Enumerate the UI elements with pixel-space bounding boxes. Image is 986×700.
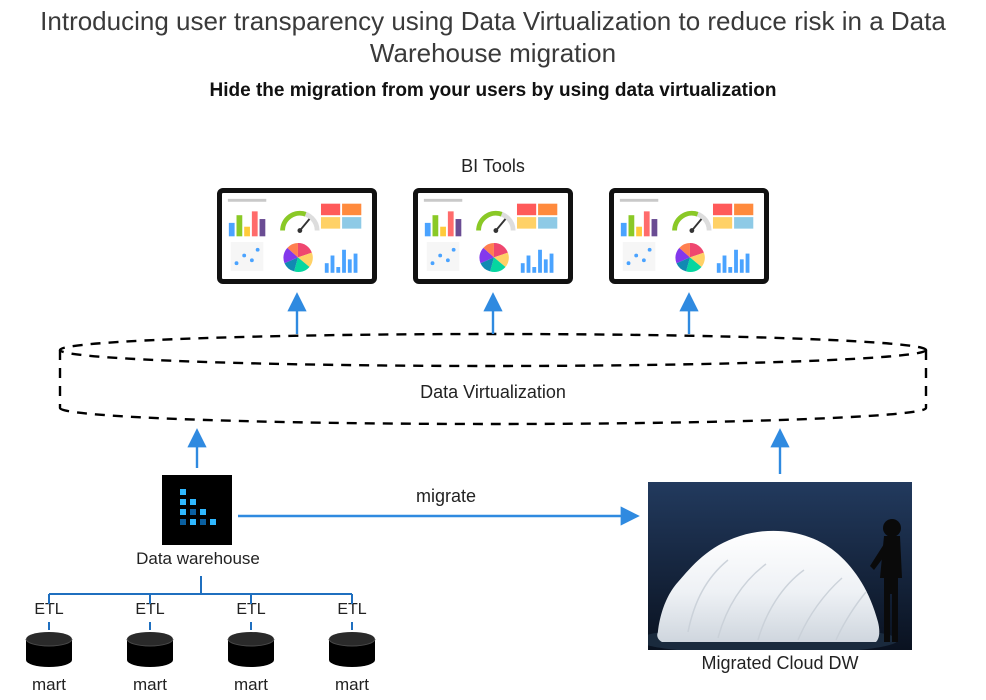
data-virtualization-label: Data Virtualization (393, 382, 593, 403)
etl-label: ETL (231, 601, 271, 619)
arrow-to-bi (297, 296, 689, 334)
datawarehouse-icon (162, 475, 232, 545)
migrated-cloud-dw-label: Migrated Cloud DW (648, 653, 912, 674)
mart-label: mart (22, 675, 76, 695)
data-warehouse-icon (162, 475, 232, 545)
dashboard-icon (617, 196, 761, 279)
mart-cylinder-icon (329, 632, 375, 667)
etl-label: ETL (29, 601, 69, 619)
diagram-canvas: Introducing user transparency using Data… (0, 0, 986, 700)
unveiling-icon (648, 482, 912, 650)
bi-tool-card (609, 188, 769, 284)
bi-tool-card (217, 188, 377, 284)
mart-label: mart (123, 675, 177, 695)
etl-label: ETL (130, 601, 170, 619)
data-warehouse-label: Data warehouse (118, 549, 278, 569)
page-subtitle: Hide the migration from your users by us… (0, 80, 986, 102)
mart-cylinders (26, 632, 375, 667)
etl-label: ETL (332, 601, 372, 619)
dashboard-icon (225, 196, 369, 279)
mart-cylinder-icon (228, 632, 274, 667)
migrated-cloud-dw-icon (648, 482, 912, 650)
mart-cylinder-icon (26, 632, 72, 667)
mart-label: mart (224, 675, 278, 695)
data-virtualization-layer (60, 334, 926, 424)
migrate-label: migrate (396, 486, 496, 507)
mart-cylinder-icon (127, 632, 173, 667)
mart-label: mart (325, 675, 379, 695)
page-title: Introducing user transparency using Data… (0, 6, 986, 69)
bi-tool-card (413, 188, 573, 284)
dashboard-icon (421, 196, 565, 279)
bi-tools-label: BI Tools (393, 156, 593, 177)
etl-branch-connector (49, 576, 352, 604)
etl-to-mart-connector (49, 622, 352, 630)
